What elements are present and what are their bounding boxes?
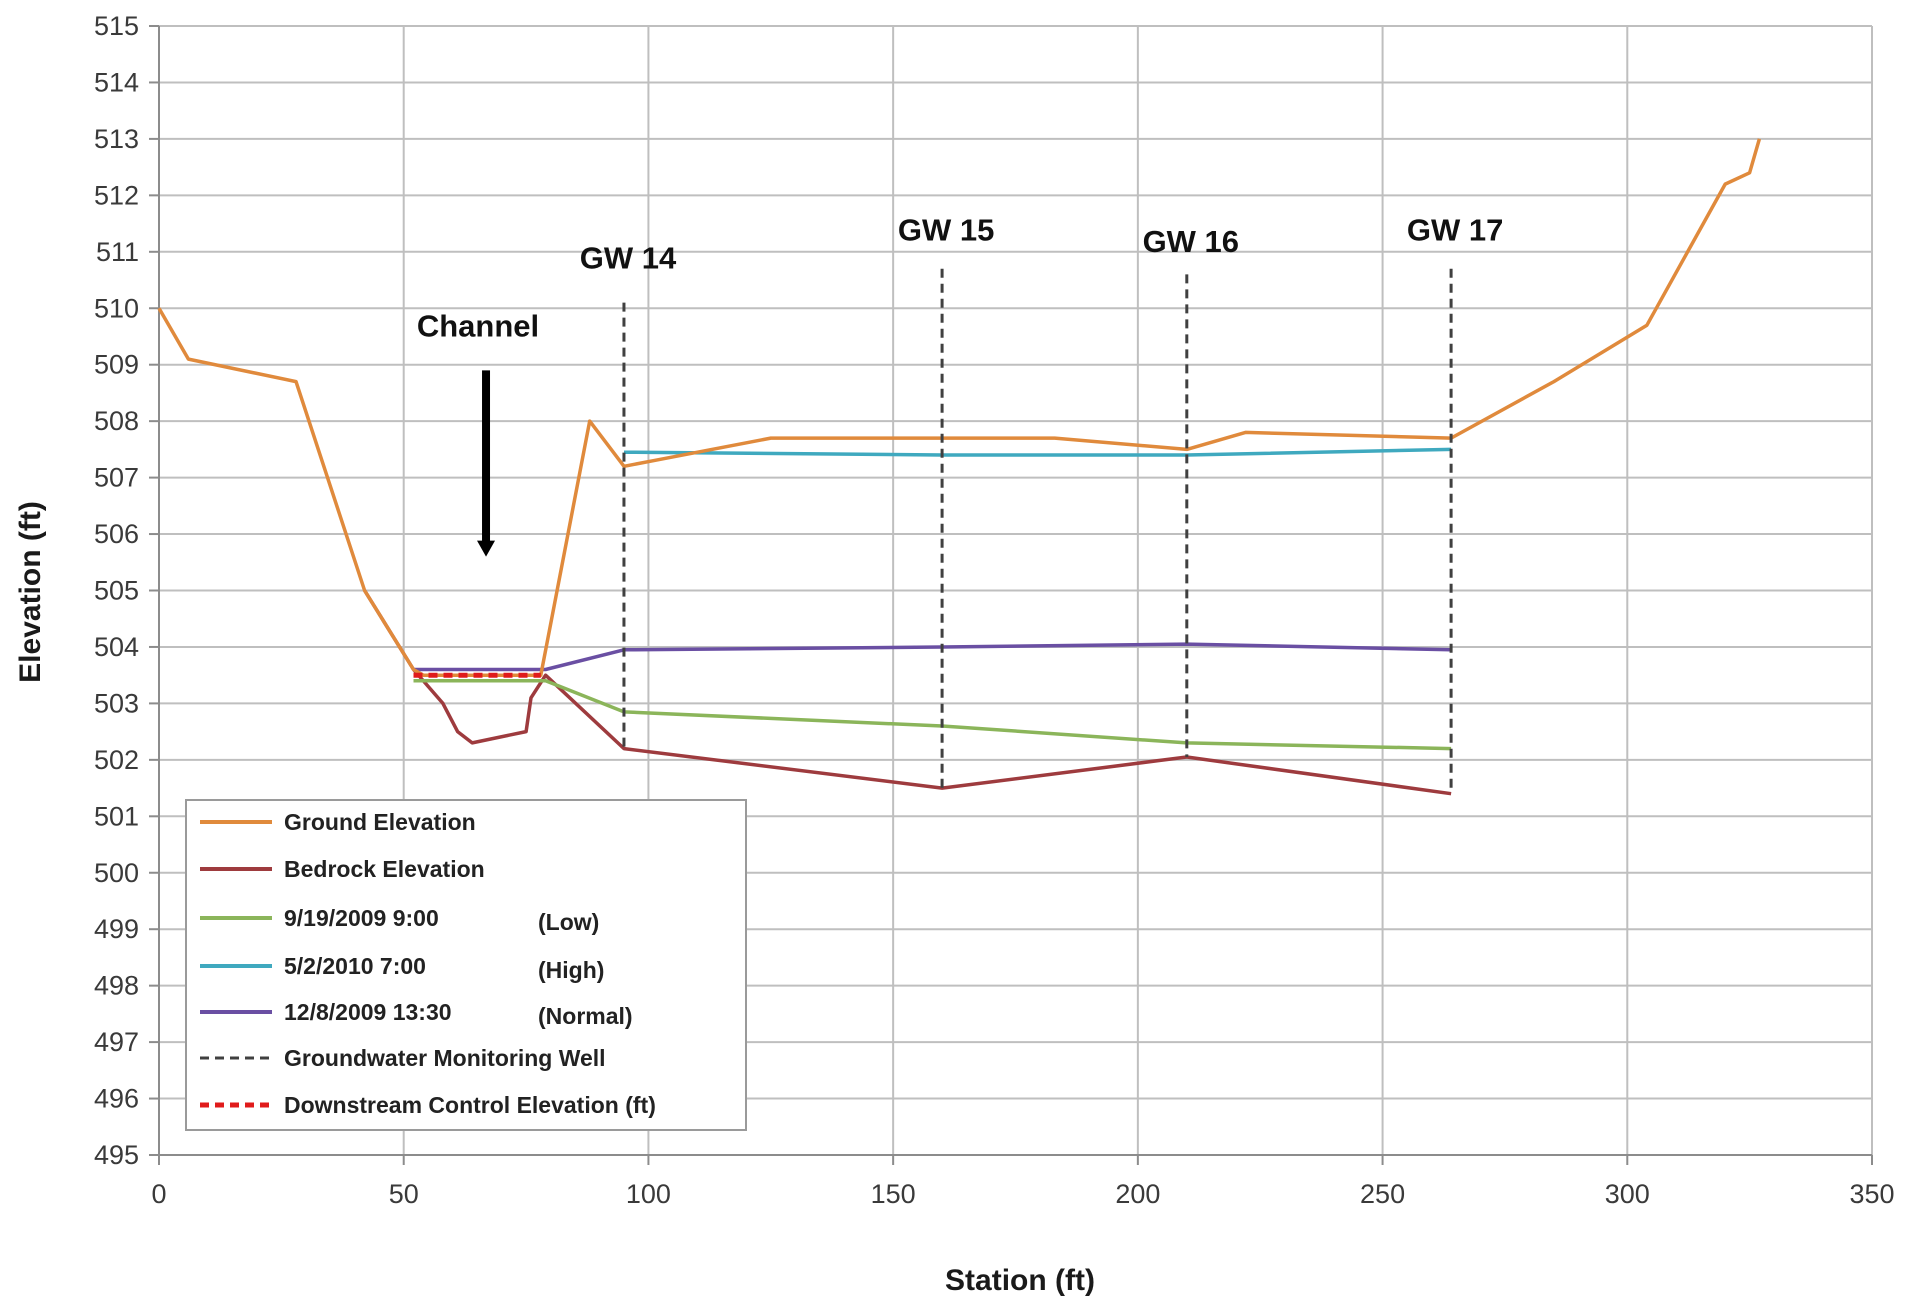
- legend-label: 9/19/2009 9:00: [284, 905, 439, 931]
- legend-qualifier: (Normal): [538, 1003, 633, 1029]
- well-label: GW 15: [898, 213, 994, 248]
- x-tick-label: 350: [1849, 1179, 1894, 1209]
- y-tick-label: 505: [94, 576, 139, 606]
- y-tick-label: 513: [94, 124, 139, 154]
- series-line-9-19-2009-9-00: [413, 679, 1452, 751]
- y-tick-label: 511: [96, 237, 139, 267]
- y-tick-label: 495: [94, 1140, 139, 1170]
- well-label: GW 17: [1407, 213, 1503, 248]
- series-line-5-2-2010-7-00: [623, 447, 1452, 457]
- legend-label: Groundwater Monitoring Well: [284, 1045, 606, 1071]
- x-tick-label: 50: [389, 1179, 419, 1209]
- y-tick-label: 515: [94, 11, 139, 41]
- series-line-bedrock-elevation: [363, 589, 1452, 796]
- legend-box: [185, 799, 747, 1131]
- channel-arrow-head: [477, 540, 496, 557]
- y-tick-label: 512: [94, 180, 139, 210]
- y-tick-label: 500: [94, 858, 139, 888]
- legend-label: 12/8/2009 13:30: [284, 999, 452, 1025]
- series-line-ground-elevation: [157, 138, 1762, 677]
- legend-label: Bedrock Elevation: [284, 856, 485, 882]
- y-tick-label: 509: [94, 350, 139, 380]
- x-tick-label: 250: [1360, 1179, 1405, 1209]
- y-tick-label: 514: [94, 67, 139, 97]
- legend-label: 5/2/2010 7:00: [284, 953, 426, 979]
- y-tick-label: 502: [94, 745, 139, 775]
- well-label: GW 16: [1143, 224, 1239, 259]
- legend: Ground Elevation Bedrock Elevation 9/19/20…: [185, 799, 747, 1131]
- y-tick-label: 507: [94, 463, 139, 493]
- y-tick-label: 498: [94, 971, 139, 1001]
- y-tick-label: 501: [94, 801, 139, 831]
- x-axis-title: Station (ft): [945, 1264, 1095, 1296]
- legend-label: Downstream Control Elevation (ft): [284, 1092, 656, 1118]
- channel-label: Channel: [417, 308, 539, 343]
- y-tick-label: 499: [94, 914, 139, 944]
- y-tick-label: 497: [94, 1027, 139, 1057]
- series-line-12-8-2009-13-30: [413, 642, 1452, 672]
- annotation-layer: Channel: [417, 308, 539, 557]
- y-tick-label: 504: [94, 632, 139, 662]
- series-layer: [157, 138, 1762, 796]
- x-tick-label: 300: [1605, 1179, 1650, 1209]
- legend-qualifier: (High): [538, 957, 604, 983]
- legend-qualifier: (Low): [538, 909, 599, 935]
- well-layer: GW 14 GW 15 GW 16 GW 17: [580, 213, 1503, 794]
- y-tick-label: 496: [94, 1084, 139, 1114]
- y-tick-label: 503: [94, 688, 139, 718]
- x-tick-label: 150: [871, 1179, 916, 1209]
- y-tick-label: 508: [94, 406, 139, 436]
- x-tick-label: 100: [626, 1179, 671, 1209]
- well-label: GW 14: [580, 241, 677, 276]
- axis-layer: 4954964974984995005015025035045055065075…: [94, 11, 1895, 1209]
- y-tick-label: 510: [94, 293, 139, 323]
- x-tick-label: 200: [1115, 1179, 1160, 1209]
- legend-label: Ground Elevation: [284, 809, 476, 835]
- x-tick-label: 0: [151, 1179, 166, 1209]
- y-axis-title: Elevation (ft): [14, 501, 47, 683]
- y-tick-label: 506: [94, 519, 139, 549]
